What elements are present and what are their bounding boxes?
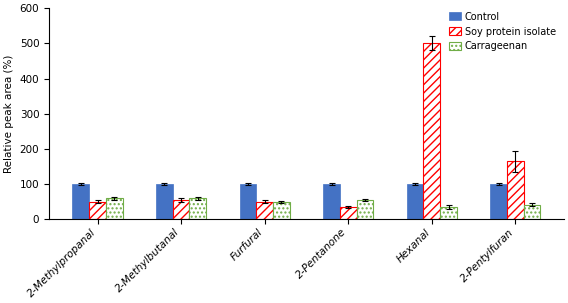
Bar (273, 202, 290, 219)
Bar (89, 202, 106, 219)
Bar (190, 198, 206, 219)
Bar (156, 184, 173, 219)
Bar (440, 207, 457, 219)
Bar (407, 184, 423, 219)
Y-axis label: Relative peak area (%): Relative peak area (%) (4, 55, 14, 173)
Bar (490, 184, 507, 219)
Bar (173, 200, 190, 219)
Legend: Control, Soy protein isolate, Carrageenan: Control, Soy protein isolate, Carrageena… (446, 9, 559, 54)
Bar (73, 184, 89, 219)
Bar (256, 202, 273, 219)
Bar (524, 205, 540, 219)
Bar (240, 184, 256, 219)
Bar (507, 161, 524, 219)
Bar (423, 43, 440, 219)
Bar (340, 207, 357, 219)
Bar (323, 184, 340, 219)
Bar (106, 198, 123, 219)
Bar (357, 200, 373, 219)
